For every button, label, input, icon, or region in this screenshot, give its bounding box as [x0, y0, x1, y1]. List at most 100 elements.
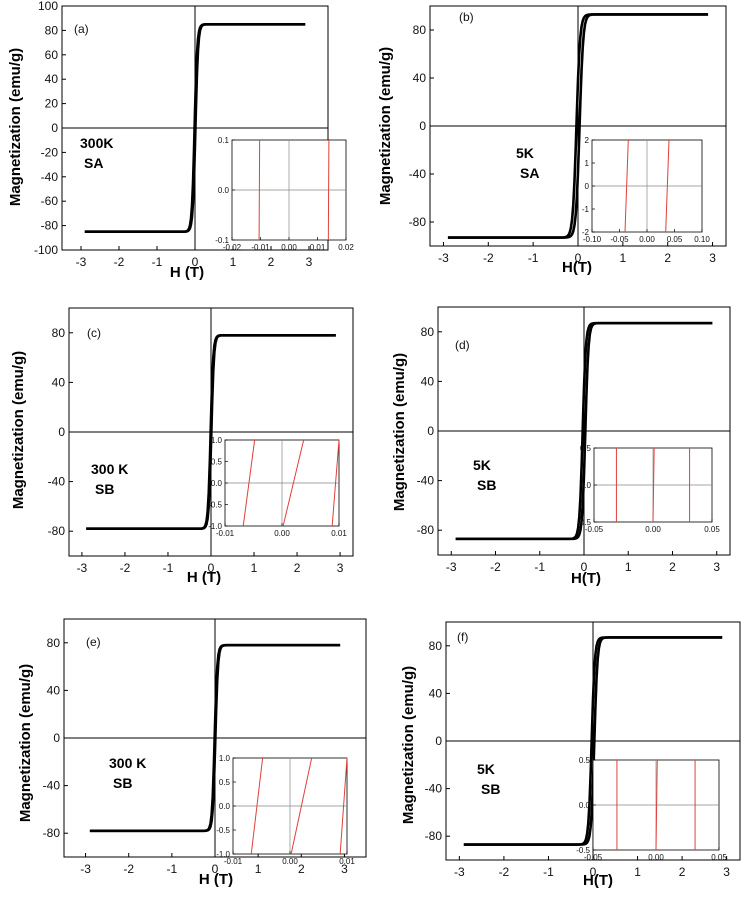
- y-tick-label: 60: [45, 48, 59, 62]
- x-tick-label: -1: [543, 865, 554, 879]
- y-tick-label: 80: [45, 23, 59, 37]
- x-tick-label: 3: [306, 255, 313, 269]
- inset-y-tick-label: -0.5: [216, 826, 230, 835]
- inset-x-tick-label: 0.00: [281, 243, 297, 252]
- x-tick-label: -1: [163, 561, 174, 575]
- chart-panel-d: -3 -2 -1 0 1 2 3 -80 -40 0 40 80 (d) 5K SB Magnetizatio…: [391, 306, 731, 587]
- x-tick-label: -3: [454, 865, 465, 879]
- sample-temperature-label: 5K: [473, 457, 491, 473]
- inset-y-tick-label: 0.5: [211, 458, 223, 467]
- sample-name-label: SB: [113, 775, 132, 791]
- x-tick-label: 2: [669, 560, 676, 574]
- inset-y-tick-label: -0.1: [215, 236, 229, 245]
- x-axis-label: H(T): [571, 570, 601, 587]
- x-axis-label: H (T): [170, 264, 204, 281]
- inset-x-tick-label: 0.01: [339, 857, 355, 866]
- y-tick-label: -40: [417, 474, 435, 488]
- inset-x-tick-label: 0.00: [648, 853, 664, 862]
- inset-y-tick-label: 1: [585, 159, 590, 168]
- inset-x-tick-label: -0.01: [251, 243, 270, 252]
- x-tick-label: -2: [120, 561, 131, 575]
- inset-series-line: [242, 439, 256, 527]
- x-tick-label: -2: [490, 560, 501, 574]
- y-axis-label: Magnetization (emu/g): [10, 351, 27, 509]
- inset-series-line: [655, 759, 658, 851]
- x-tick-label: -3: [446, 560, 457, 574]
- y-tick-label: 80: [429, 639, 443, 653]
- y-tick-label: 40: [421, 374, 435, 388]
- y-tick-label: 40: [45, 72, 59, 86]
- inset-y-tick-label: 0.5: [580, 444, 592, 453]
- x-axis-label: H (T): [199, 871, 233, 888]
- sample-temperature-label: 300K: [80, 135, 113, 151]
- inset-chart: -0.01 0.00 0.01 -1.0 -0.5 0.0 0.5 1.0: [216, 754, 355, 866]
- series-line-lower-branch: [84, 23, 306, 233]
- inset-chart: -0.01 0.00 0.01 -1.0 -0.5 0.0 0.5 1.0: [208, 436, 347, 538]
- inset-y-tick-label: 2: [585, 136, 590, 145]
- x-tick-label: 3: [341, 862, 348, 876]
- inset-y-tick-label: 0: [585, 182, 590, 191]
- sample-temperature-label: 300 K: [109, 755, 146, 771]
- x-tick-label: 2: [679, 865, 686, 879]
- y-tick-label: 80: [47, 636, 61, 650]
- y-tick-label: 0: [53, 731, 60, 745]
- inset-series-line: [282, 439, 305, 527]
- y-tick-label: -40: [48, 475, 66, 489]
- x-tick-label: 3: [337, 561, 344, 575]
- y-tick-label: 20: [45, 97, 59, 111]
- x-tick-label: 0: [581, 560, 588, 574]
- x-tick-label: 2: [298, 862, 305, 876]
- inset-y-tick-label: 0.5: [579, 756, 591, 765]
- x-tick-label: -1: [152, 255, 163, 269]
- panel-label: (b): [459, 10, 474, 24]
- y-tick-label: 40: [52, 375, 66, 389]
- y-axis-label: Magnetization (emu/g): [400, 666, 417, 824]
- inset-series-line: [624, 139, 629, 233]
- inset-series-line: [652, 447, 655, 523]
- y-axis-label: Magnetization (emu/g): [7, 48, 24, 206]
- x-tick-label: -2: [483, 251, 494, 265]
- y-tick-label: 0: [427, 424, 434, 438]
- y-tick-label: -60: [41, 194, 59, 208]
- y-tick-label: -80: [417, 523, 435, 537]
- inset-y-tick-label: 1.0: [211, 436, 223, 445]
- y-tick-label: -80: [425, 829, 443, 843]
- inset-y-tick-label: -1: [582, 205, 590, 214]
- y-tick-label: 0: [58, 425, 65, 439]
- inset-x-tick-label: 0.02: [338, 243, 354, 252]
- x-tick-label: -3: [76, 255, 87, 269]
- y-tick-label: -20: [41, 145, 59, 159]
- inset-y-tick-label: 0.0: [579, 801, 591, 810]
- x-tick-label: 1: [251, 561, 258, 575]
- series-line-lower-branch: [447, 13, 709, 239]
- y-tick-label: 40: [413, 71, 427, 85]
- inset-x-tick-label: 0.05: [711, 853, 727, 862]
- x-tick-label: -3: [438, 251, 449, 265]
- x-tick-label: -1: [534, 560, 545, 574]
- inset-x-tick-label: 0.00: [274, 529, 290, 538]
- x-tick-label: 2: [294, 561, 301, 575]
- chart-panel-b: -3 -2 -1 0 1 2 3 -80 -40 0 40 80 (b) 5K SA Magnetizatio…: [377, 5, 727, 276]
- inset-series-line: [327, 139, 330, 241]
- panel-label: (a): [74, 22, 89, 36]
- sample-name-label: SA: [520, 165, 539, 181]
- x-tick-label: 1: [620, 251, 627, 265]
- inset-x-tick-label: -0.01: [216, 529, 235, 538]
- inset-y-tick-label: -0.5: [576, 846, 590, 855]
- inset-x-tick-label: 0.00: [639, 235, 655, 244]
- y-tick-label: -40: [425, 782, 443, 796]
- panel-label: (c): [87, 326, 101, 340]
- inset-y-tick-label: 0.0: [218, 186, 230, 195]
- inset-x-tick-label: -0.05: [584, 853, 603, 862]
- series-line-lower-branch: [455, 321, 713, 541]
- y-tick-label: 0: [435, 734, 442, 748]
- x-tick-label: 2: [664, 251, 671, 265]
- inset-y-tick-label: 0.0: [219, 802, 231, 811]
- inset-series-line: [665, 139, 670, 233]
- y-tick-label: 80: [413, 23, 427, 37]
- inset-y-tick-label: 1.0: [219, 754, 231, 763]
- y-tick-label: -100: [34, 243, 58, 257]
- y-tick-label: -40: [41, 170, 59, 184]
- y-tick-label: 0: [51, 121, 58, 135]
- inset-chart: -0.02 -0.01 0.00 0.01 0.02 -0.1 0.0 0.1: [215, 136, 354, 252]
